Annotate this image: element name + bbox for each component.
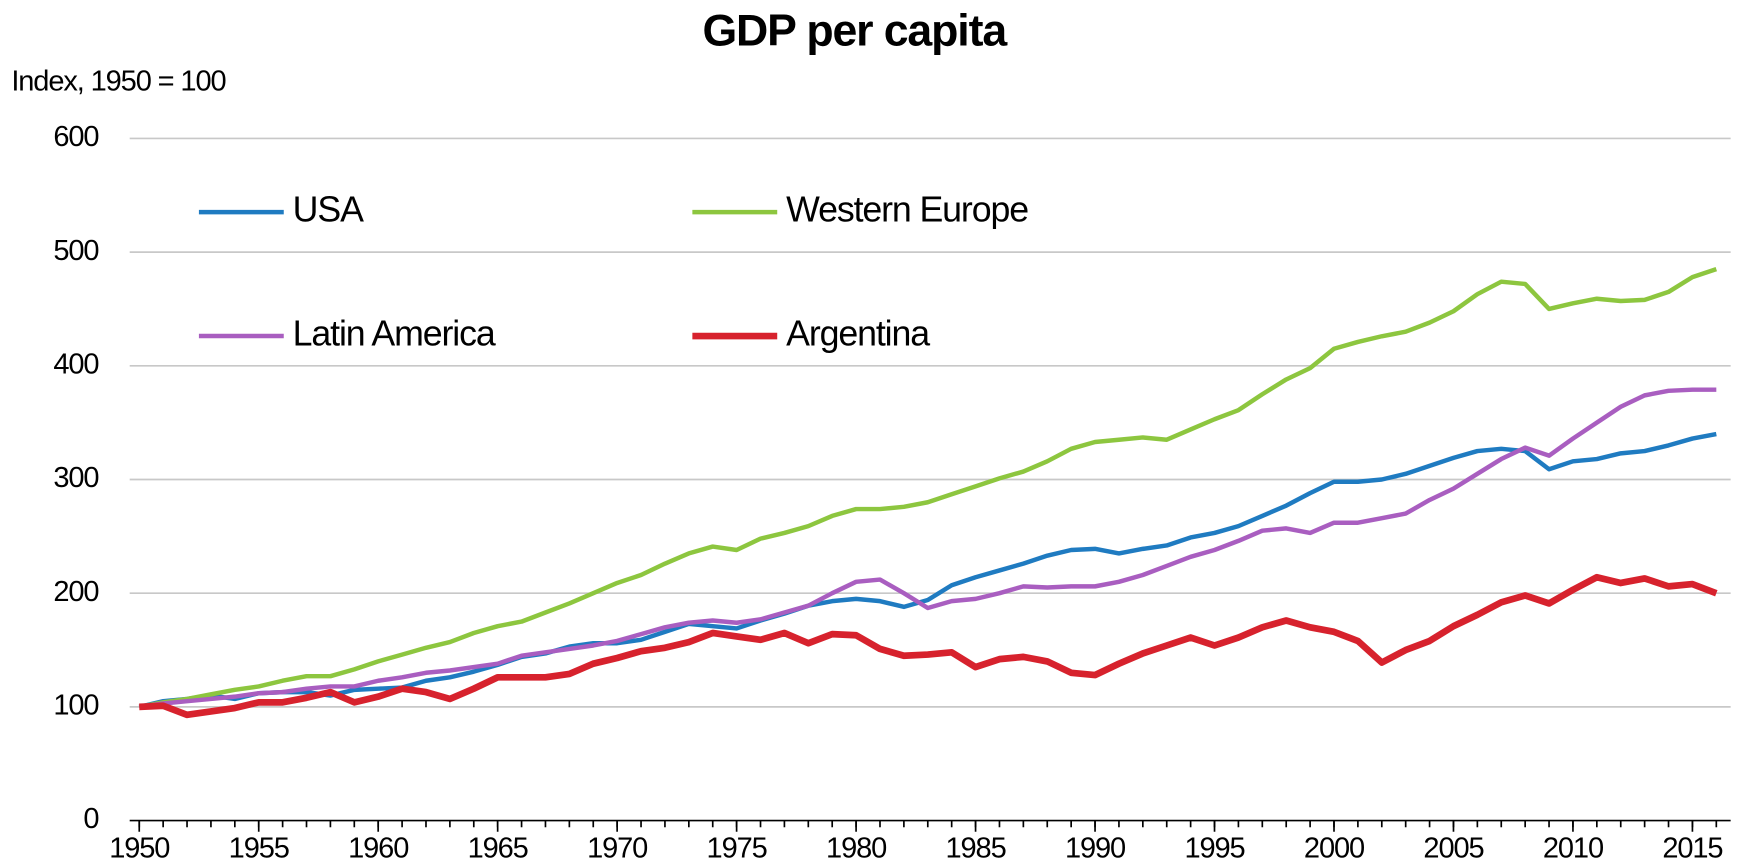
x-tick-label: 1950 — [109, 832, 169, 863]
series-line — [139, 573, 1718, 719]
legend-label: Western Europe — [786, 190, 1028, 230]
y-tick-label: 200 — [53, 576, 98, 608]
legend-label: Argentina — [786, 313, 930, 353]
x-tick-label: 1990 — [1065, 832, 1125, 863]
y-tick-label: 300 — [53, 462, 98, 494]
x-tick-label: 1995 — [1184, 832, 1244, 863]
y-tick-label: 100 — [53, 690, 98, 722]
y-tick-label: 500 — [53, 235, 98, 267]
x-tick-label: 2010 — [1543, 832, 1603, 863]
x-tick-label: 1985 — [946, 832, 1006, 863]
x-tick-label: 1955 — [229, 832, 289, 863]
legend-label: Latin America — [293, 313, 496, 353]
x-tick-label: 1980 — [826, 832, 886, 863]
x-tick-label: 1975 — [707, 832, 767, 863]
legend-label: USA — [293, 190, 364, 230]
y-tick-label: 400 — [53, 348, 98, 380]
y-tick-label: 600 — [53, 121, 98, 153]
x-tick-label: 2005 — [1423, 832, 1483, 863]
chart-title: GDP per capita — [702, 6, 1008, 55]
series-line — [138, 387, 1717, 710]
x-tick-label: 1970 — [587, 832, 647, 863]
x-tick-label: 2015 — [1662, 832, 1722, 863]
y-tick-label: 0 — [83, 803, 98, 835]
y-axis-label: Index, 1950 = 100 — [11, 65, 225, 97]
x-tick-label: 1960 — [348, 832, 408, 863]
x-tick-label: 2000 — [1304, 832, 1364, 863]
x-tick-label: 1965 — [468, 832, 528, 863]
series-line — [138, 267, 1718, 710]
